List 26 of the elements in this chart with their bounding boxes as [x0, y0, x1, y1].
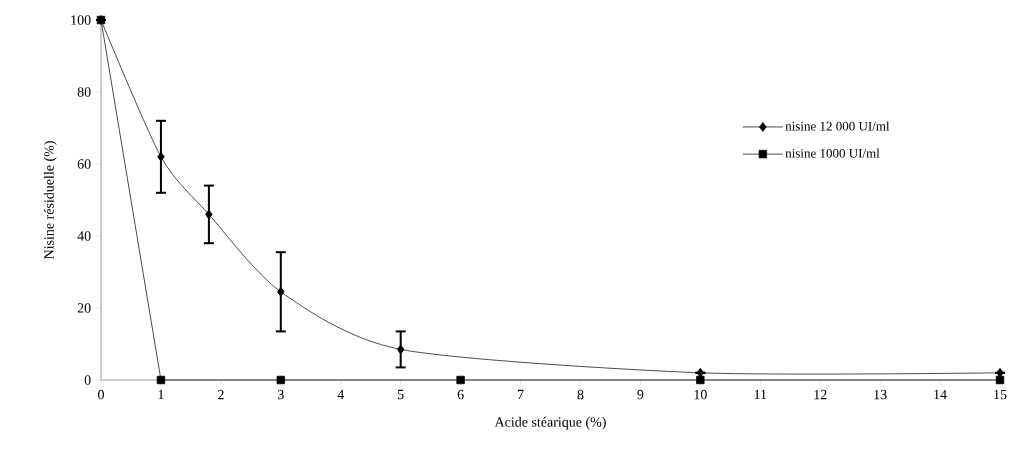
x-tick-label: 10: [694, 389, 707, 400]
y-tick-label: 80: [77, 87, 91, 97]
x-tick-label: 0: [98, 389, 104, 400]
legend-label: nisine 12 000 UI/ml: [785, 121, 890, 131]
y-tick-label: 60: [77, 159, 91, 169]
x-axis-title: Acide stéarique (%): [494, 416, 606, 430]
x-tick-label: 12: [814, 389, 827, 400]
x-tick-label: 9: [637, 389, 644, 400]
y-tick-label: 100: [71, 15, 91, 25]
x-tick-label: 3: [277, 389, 284, 400]
y-tick-label: 40: [77, 231, 91, 241]
legend-label: nisine 1000 UI/ml: [785, 148, 880, 158]
x-tick-label: 11: [754, 389, 767, 400]
x-tick-label: 13: [874, 389, 887, 400]
x-tick-label: 7: [517, 389, 524, 400]
x-tick-label: 2: [217, 389, 224, 400]
x-tick-label: 4: [337, 389, 345, 400]
x-tick-label: 8: [577, 389, 584, 400]
y-axis-title: Nisine résiduelle (%): [43, 141, 57, 260]
x-tick-label: 14: [934, 389, 947, 400]
x-tick-label: 5: [397, 389, 404, 400]
y-tick-label: 20: [77, 303, 91, 313]
x-tick-label: 6: [457, 389, 464, 400]
y-tick-label: 0: [84, 375, 91, 385]
x-tick-label: 1: [158, 389, 164, 400]
x-tick-label: 15: [994, 389, 1007, 400]
